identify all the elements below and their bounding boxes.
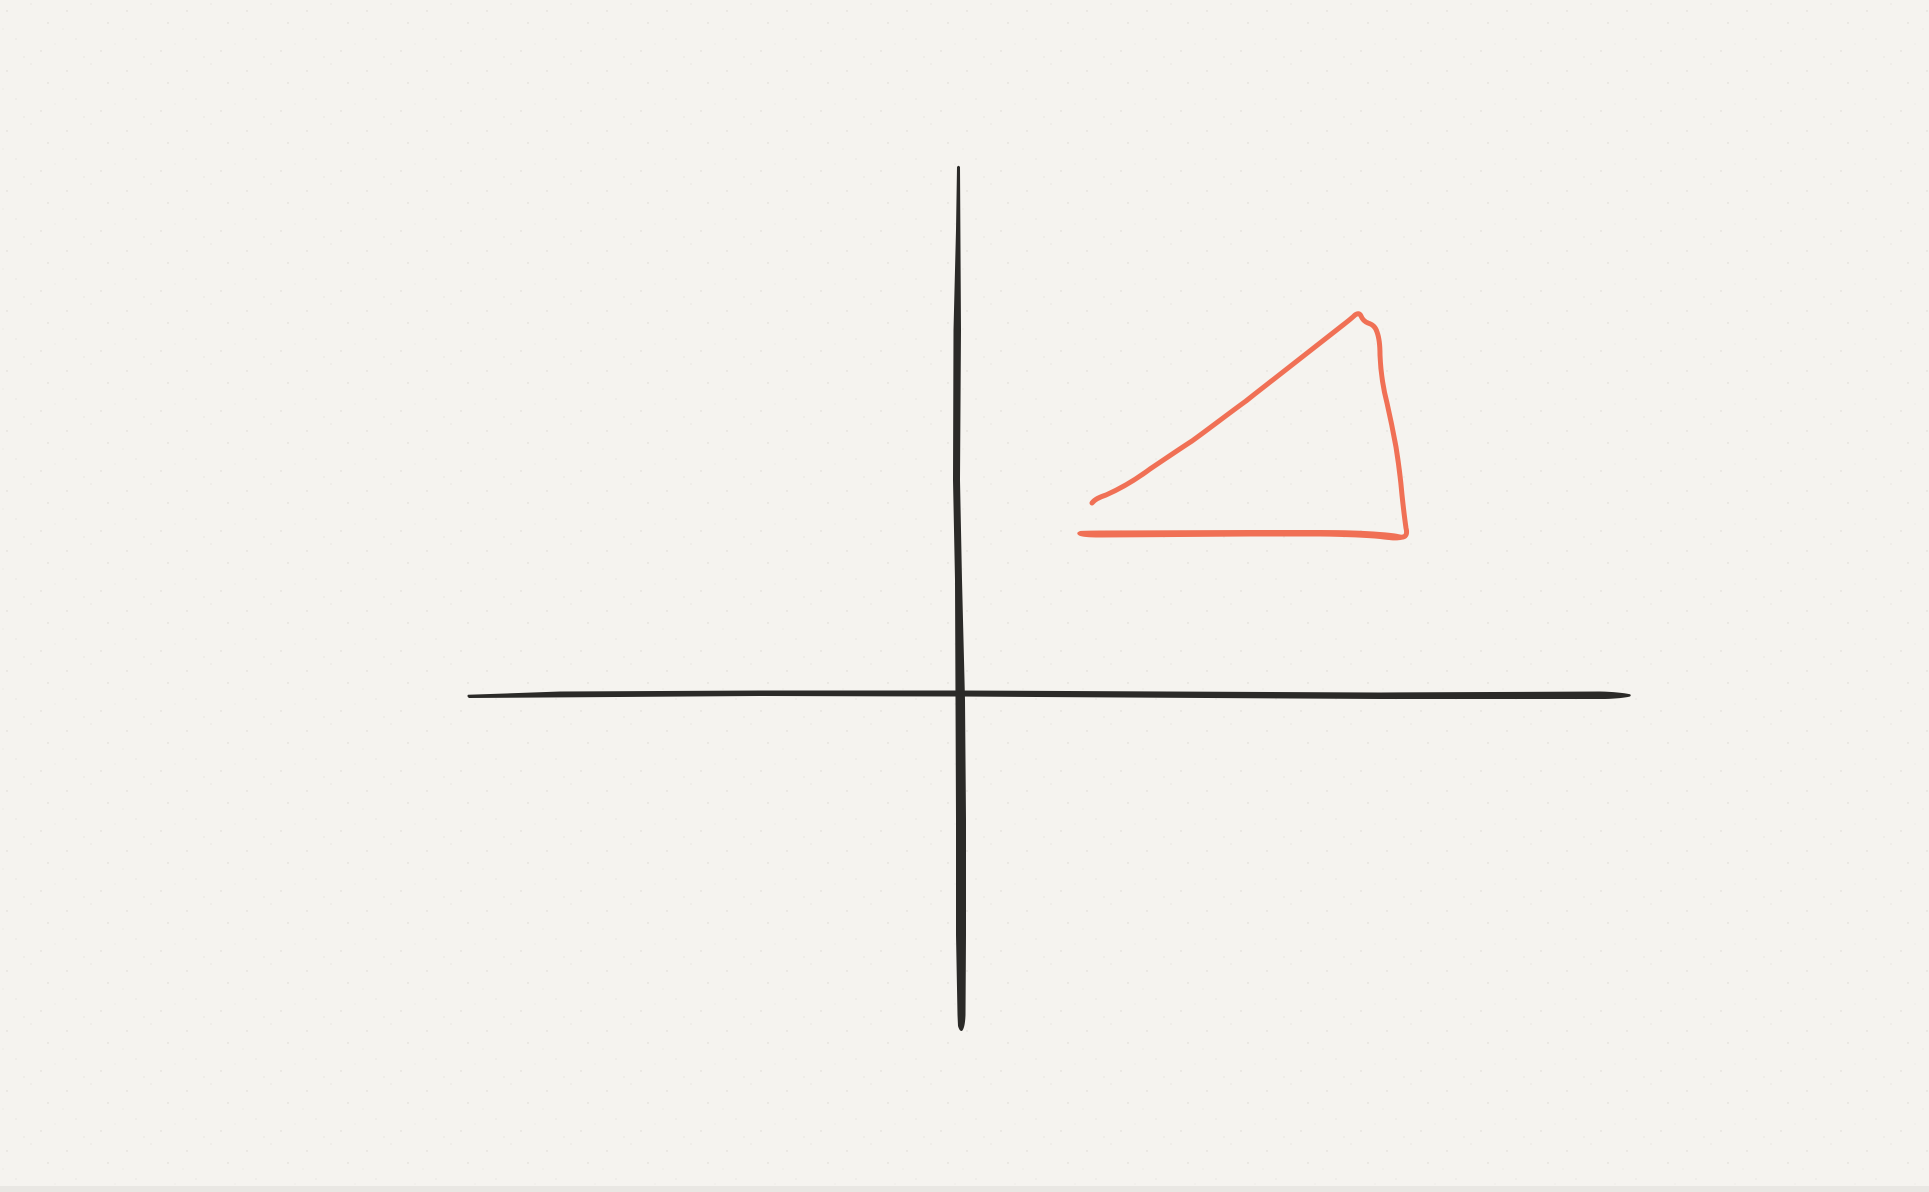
vertical-axis-stroke[interactable] <box>953 165 966 1032</box>
triangle-base <box>1077 530 1404 541</box>
triangle-sketch-stroke[interactable] <box>1077 311 1410 541</box>
triangle-hypotenuse-and-right-side <box>1089 311 1410 541</box>
canvas-bottom-edge <box>0 1186 1929 1192</box>
horizontal-axis-stroke[interactable] <box>467 690 1631 700</box>
